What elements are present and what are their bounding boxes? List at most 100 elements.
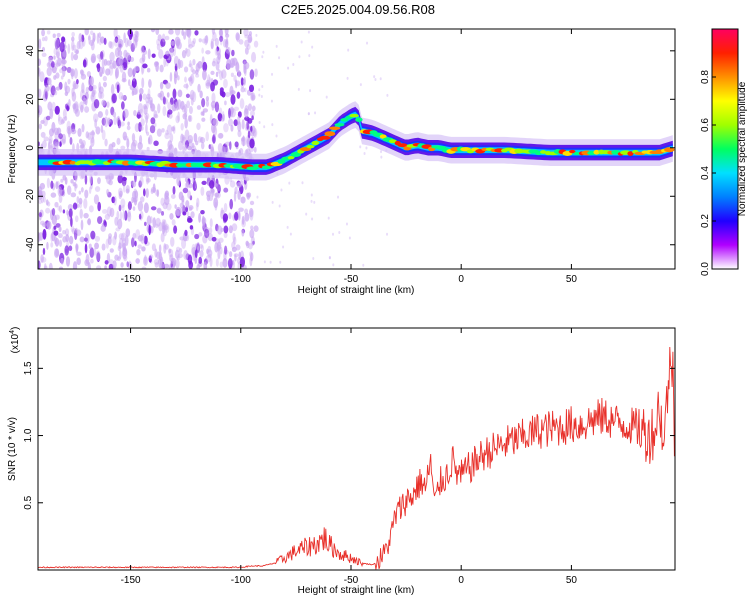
- noise-speck: [61, 58, 66, 64]
- noise-speck: [89, 174, 93, 185]
- noise-speck: [118, 193, 122, 200]
- noise-speck: [198, 213, 201, 223]
- noise-speck: [224, 29, 229, 36]
- noise-speck: [196, 197, 200, 208]
- noise-speck: [178, 140, 184, 151]
- noise-speck: [219, 87, 224, 93]
- noise-speck: [94, 118, 98, 129]
- noise-speck: [50, 233, 54, 243]
- noise-speck: [197, 246, 200, 254]
- noise-speck: [200, 136, 204, 143]
- noise-speck: [373, 75, 376, 79]
- noise-speck: [185, 47, 188, 54]
- noise-speck: [202, 61, 208, 72]
- noise-speck: [151, 53, 156, 58]
- noise-speck: [191, 142, 195, 149]
- noise-speck: [138, 213, 142, 220]
- spectrogram-x-tick-label: -100: [231, 274, 251, 285]
- noise-speck: [205, 34, 209, 44]
- ridge-blob: [334, 123, 345, 127]
- noise-speck: [92, 32, 96, 42]
- noise-speck: [210, 188, 215, 193]
- noise-speck: [58, 205, 63, 213]
- noise-speck: [185, 48, 191, 57]
- noise-speck: [38, 105, 43, 116]
- noise-speck: [250, 236, 255, 247]
- noise-speck: [312, 256, 315, 260]
- noise-speck: [167, 109, 173, 115]
- noise-speck: [99, 51, 104, 60]
- noise-speck: [58, 133, 63, 140]
- noise-speck: [235, 244, 241, 251]
- noise-speck: [118, 250, 122, 260]
- noise-speck: [244, 39, 250, 48]
- noise-speck: [181, 49, 187, 59]
- noise-speck: [182, 134, 186, 141]
- noise-speck: [67, 203, 73, 211]
- noise-speck: [70, 179, 74, 184]
- noise-speck: [87, 35, 91, 41]
- noise-speck: [112, 260, 117, 269]
- noise-speck: [68, 98, 71, 108]
- noise-speck: [236, 91, 241, 99]
- noise-speck: [220, 69, 227, 79]
- noise-speck: [85, 131, 89, 139]
- ridge-blob: [379, 134, 387, 139]
- ridge-blob: [573, 151, 581, 156]
- noise-speck: [162, 105, 167, 117]
- noise-speck: [49, 144, 56, 149]
- noise-speck: [46, 241, 49, 250]
- noise-speck: [151, 103, 156, 112]
- snr-frame: [37, 327, 676, 571]
- noise-speck: [235, 80, 241, 87]
- noise-speck: [170, 257, 174, 265]
- noise-speck: [147, 48, 151, 60]
- noise-speck: [104, 116, 109, 128]
- noise-speck: [238, 251, 242, 261]
- noise-speck: [76, 257, 81, 266]
- noise-speck: [278, 56, 281, 60]
- noise-speck: [62, 209, 66, 214]
- noise-speck: [78, 38, 84, 50]
- noise-speck: [60, 257, 64, 265]
- noise-speck: [76, 251, 82, 256]
- noise-speck: [168, 248, 172, 254]
- noise-speck: [65, 256, 71, 267]
- noise-speck: [158, 244, 162, 253]
- noise-speck: [249, 84, 255, 93]
- noise-speck: [122, 131, 128, 141]
- noise-speck: [155, 217, 161, 227]
- noise-speck: [84, 29, 89, 36]
- snr-x-tick-label: -100: [231, 575, 251, 586]
- noise-speck: [188, 44, 193, 49]
- noise-speck: [242, 135, 245, 147]
- noise-speck: [236, 181, 242, 188]
- noise-speck: [38, 123, 43, 130]
- noise-speck: [221, 110, 225, 120]
- noise-speck: [231, 241, 236, 250]
- noise-speck: [55, 86, 61, 91]
- noise-speck: [127, 121, 130, 126]
- ridge-blob: [627, 151, 634, 156]
- noise-speck: [150, 29, 156, 33]
- noise-speck: [45, 199, 49, 206]
- noise-speck: [96, 62, 101, 73]
- noise-speck: [228, 212, 232, 220]
- snr-y-tick-label: 1.0: [23, 428, 34, 442]
- noise-speck: [331, 232, 334, 236]
- noise-speck: [148, 224, 151, 236]
- noise-speck: [190, 97, 194, 106]
- ridge-blob: [311, 140, 320, 146]
- noise-speck: [183, 66, 189, 73]
- noise-speck: [380, 150, 383, 154]
- noise-speck: [132, 139, 138, 147]
- noise-speck: [98, 81, 102, 93]
- noise-speck: [188, 138, 193, 150]
- noise-speck: [50, 180, 54, 189]
- noise-speck: [146, 215, 152, 226]
- noise-speck: [111, 93, 117, 104]
- noise-speck: [57, 233, 63, 239]
- noise-speck: [223, 78, 228, 89]
- ridge-blob: [355, 117, 363, 122]
- noise-speck: [225, 91, 231, 98]
